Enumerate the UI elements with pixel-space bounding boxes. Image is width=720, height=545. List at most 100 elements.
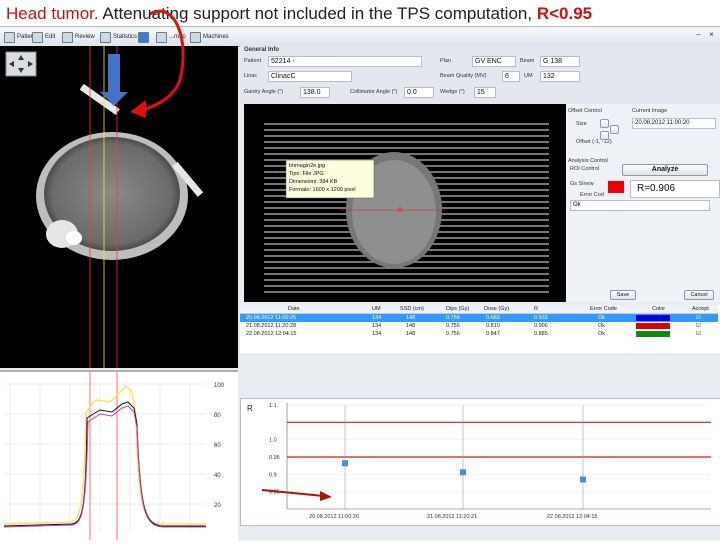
r-tick-label: 1.1 bbox=[269, 403, 277, 409]
col-ssd: SSD (cm) bbox=[400, 306, 424, 312]
statistics-icon bbox=[100, 31, 111, 43]
tab-statistics[interactable]: Statistics bbox=[100, 31, 137, 43]
tab-machines[interactable]: Machines bbox=[190, 31, 229, 43]
tooltip-line-3: Dimensioni: 384 KB bbox=[289, 179, 338, 185]
tab-review[interactable]: Review bbox=[62, 31, 95, 43]
size-label: Size bbox=[576, 121, 587, 127]
cell-date: 20.08.2012 11:00:25 bbox=[246, 315, 297, 321]
color-swatch bbox=[636, 315, 670, 321]
profile-tick-60: 60 bbox=[214, 443, 221, 449]
size-down-button[interactable] bbox=[600, 131, 609, 140]
table-row[interactable]: 22.08.2012 12:04:15 134 148 0.756 0.847 0.885… bbox=[240, 330, 718, 338]
cell-ssd: 148 bbox=[406, 315, 416, 321]
close-button[interactable]: × bbox=[709, 30, 714, 39]
tab-active[interactable] bbox=[138, 31, 149, 43]
roi-control-label: ROI Control bbox=[570, 166, 600, 172]
table-row[interactable]: 20.08.2012 11:00:25 134 148 0.756 0.683 0.932… bbox=[240, 314, 718, 322]
title-threshold: R<0.95 bbox=[536, 4, 593, 23]
profile-grid bbox=[4, 383, 206, 532]
col-um: UM bbox=[372, 306, 381, 312]
r-data-point[interactable] bbox=[342, 460, 348, 467]
cell-dose: 0.810 bbox=[486, 323, 500, 329]
cell-r: 0.932 bbox=[534, 315, 548, 321]
title-head-tumor: Head tumor. bbox=[6, 4, 99, 23]
r-x-tick-label: 20.08.2012 11:00:20 bbox=[309, 514, 359, 520]
r-data-point[interactable] bbox=[460, 469, 466, 476]
cell-um: 134 bbox=[372, 323, 382, 329]
map-icon bbox=[156, 31, 167, 43]
profile-tick-100: 100 bbox=[214, 383, 225, 389]
plan-field[interactable]: GV ENC bbox=[472, 56, 516, 67]
analysis-control-heading: Analysis Control bbox=[568, 158, 608, 164]
portal-image-panel[interactable]: Immagin2e.jpg Tipo: File JPG Dimensioni:… bbox=[244, 104, 566, 302]
cell-um: 134 bbox=[372, 315, 382, 321]
r-x-tick-label: 21.08.2012 11:20:21 bbox=[427, 514, 477, 520]
um-label: UM bbox=[524, 73, 533, 79]
profile-tick-40: 40 bbox=[214, 473, 221, 479]
tab-map[interactable]: ...map bbox=[156, 31, 186, 43]
current-image-field[interactable]: 20.08.2012 11:00:20 bbox=[632, 118, 716, 129]
tab-patients[interactable]: Patients bbox=[4, 31, 39, 43]
tooltip-line-1: Immagin2e.jpg bbox=[289, 163, 325, 169]
error-code-select[interactable]: Ok bbox=[570, 200, 710, 211]
beam-label: Beam bbox=[520, 58, 535, 64]
general-info-heading: General Info bbox=[244, 47, 280, 53]
cell-dose: 0.847 bbox=[486, 331, 500, 337]
cell-ssd: 148 bbox=[406, 323, 416, 329]
beam-field[interactable]: G 138 bbox=[540, 56, 580, 67]
collimator-label: Collimator Angle (°) bbox=[350, 89, 398, 95]
beam-quality-field[interactable]: 6 bbox=[502, 71, 520, 82]
minimize-button[interactable]: – bbox=[696, 30, 701, 39]
r-data-point[interactable] bbox=[580, 476, 586, 483]
wedge-label: Wedge (°) bbox=[440, 89, 465, 95]
gantry-field[interactable]: 138.0 bbox=[300, 87, 330, 98]
color-swatch bbox=[636, 323, 670, 329]
r-value-display: R=0.906 bbox=[630, 180, 720, 198]
cancel-button[interactable]: Cancel bbox=[684, 290, 714, 300]
main-toolbar: Patients Edit Review Statistics ...map M… bbox=[0, 28, 720, 47]
offset-label: Offset (-1, -12) bbox=[576, 139, 612, 145]
size-right-button[interactable] bbox=[610, 125, 619, 134]
col-error: Error Code bbox=[590, 306, 617, 312]
pan-control-icon[interactable] bbox=[5, 51, 37, 77]
profile-tick-20: 20 bbox=[214, 503, 221, 509]
gantry-label: Gantry Angle (°) bbox=[244, 89, 284, 95]
control-panel: Offset Control Current Image 20.08.2012 … bbox=[566, 104, 720, 302]
cell-um: 134 bbox=[372, 331, 382, 337]
r-tick-label: 0.95 bbox=[269, 455, 280, 461]
accept-checkbox[interactable]: ☑ bbox=[696, 323, 701, 329]
cell-error: Ok bbox=[598, 323, 606, 329]
wedge-field[interactable]: 15 bbox=[474, 87, 496, 98]
patient-field[interactable]: 52214 - bbox=[268, 56, 422, 67]
cell-date: 22.08.2012 12:04:15 bbox=[246, 331, 297, 337]
profile-tick-80: 80 bbox=[214, 413, 221, 419]
beam-quality-label: Beam Quality (MV) bbox=[440, 73, 487, 79]
col-color: Color bbox=[652, 306, 666, 312]
plan-label: Plan bbox=[440, 58, 452, 64]
size-up-button[interactable] bbox=[600, 119, 609, 128]
linac-label: Linac bbox=[244, 73, 258, 79]
table-row[interactable]: 21.08.2012 11:20:28 134 148 0.756 0.810 0.906… bbox=[240, 322, 718, 330]
accept-checkbox[interactable]: ☑ bbox=[696, 331, 701, 337]
profile-svg: 100 80 60 40 20 bbox=[0, 372, 238, 540]
cell-ssd: 148 bbox=[406, 331, 416, 337]
patients-icon bbox=[4, 31, 15, 43]
tooltip-line-4: Formato: 1600 x 1200 pixel bbox=[289, 187, 356, 193]
collimator-field[interactable]: 0.0 bbox=[404, 87, 434, 98]
ct-image-panel[interactable] bbox=[0, 46, 238, 368]
r-tick-label: 0.85 bbox=[269, 490, 280, 496]
r-value-plot: R 1.1 1.0 0.95 0.9 0.85 20.08.2012 11:00:20 2… bbox=[240, 398, 720, 526]
curved-arrow-icon bbox=[130, 9, 185, 118]
cell-dose: 0.683 bbox=[486, 315, 500, 321]
col-accept: Accept bbox=[692, 306, 709, 312]
gs-sinew-label: Gs Sinew bbox=[570, 181, 594, 187]
accept-checkbox[interactable]: ☑ bbox=[696, 315, 701, 321]
cell-dips: 0.756 bbox=[446, 315, 460, 321]
analyze-button[interactable]: Analyze bbox=[622, 164, 708, 176]
slide-title: Head tumor. Attenuating support not incl… bbox=[6, 4, 592, 24]
save-button[interactable]: Save bbox=[610, 290, 636, 300]
um-field[interactable]: 132 bbox=[540, 71, 580, 82]
tab-edit[interactable]: Edit bbox=[32, 31, 55, 43]
linac-field[interactable]: ClinacC bbox=[268, 71, 352, 82]
results-table: Date UM SSD (cm) Dips (Gy) Dose (Gy) R E… bbox=[240, 305, 720, 353]
